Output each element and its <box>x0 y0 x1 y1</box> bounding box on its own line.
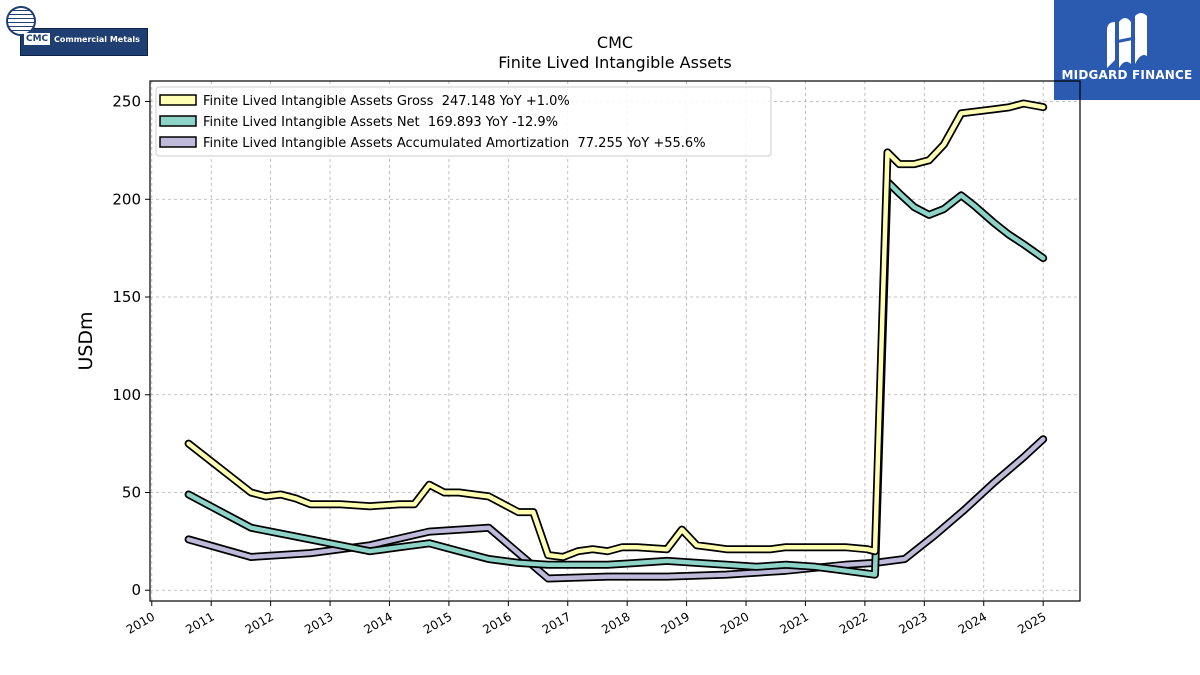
gridlines <box>150 81 1080 601</box>
logo-ticker: CMC <box>24 33 51 45</box>
midgard-mark-icon <box>1107 13 1147 68</box>
legend-swatch-2 <box>159 115 197 127</box>
series-line-1 <box>186 101 1046 560</box>
series-line-2 <box>186 179 1046 577</box>
y-tick-label: 100 <box>112 386 141 404</box>
y-tick-label: 250 <box>112 93 141 111</box>
y-tick-label: 50 <box>122 484 141 502</box>
y-tick-label: 0 <box>131 581 141 599</box>
x-tick-label: 2011 <box>183 609 216 636</box>
y-axis-label: USDm <box>75 311 97 370</box>
globe-icon <box>6 6 36 36</box>
x-tick-label: 2010 <box>124 609 157 636</box>
x-tick-label: 2020 <box>718 609 751 636</box>
brand-name: MIDGARD FINANCE <box>1061 68 1193 82</box>
legend-label-1: Finite Lived Intangible Assets Gross 247… <box>203 94 570 109</box>
y-tick-label: 200 <box>112 190 141 208</box>
legend-swatch-1 <box>159 94 197 106</box>
x-tick-label: 2025 <box>1015 609 1048 636</box>
x-tick-label: 2012 <box>243 609 276 636</box>
chart-subtitle: Finite Lived Intangible Assets <box>498 53 731 72</box>
x-tick-label: 2017 <box>540 609 573 636</box>
series-outline-3 <box>184 435 1048 583</box>
x-tick-label: 2018 <box>599 609 632 636</box>
x-tick-label: 2016 <box>480 609 513 636</box>
series-line-3 <box>186 436 1046 581</box>
x-tick-label: 2022 <box>837 609 870 636</box>
chart-title: CMC <box>597 33 633 52</box>
midgard-finance-logo: MIDGARD FINANCE <box>1054 0 1200 100</box>
legend-label-3: Finite Lived Intangible Assets Accumulat… <box>203 136 706 151</box>
x-tick-label: 2024 <box>956 609 989 636</box>
legend-swatch-3 <box>159 136 197 148</box>
x-tick-label: 2014 <box>362 609 395 636</box>
series-outline-1 <box>184 99 1048 561</box>
x-tick-label: 2021 <box>778 609 811 636</box>
commercial-metals-logo: CMC Commercial Metals <box>6 6 148 56</box>
y-tick-label: 150 <box>112 288 141 306</box>
legend-label-2: Finite Lived Intangible Assets Net 169.8… <box>203 115 558 130</box>
x-tick-label: 2023 <box>896 609 929 636</box>
logo-company-name: Commercial Metals <box>54 35 140 44</box>
series-lines <box>184 99 1048 583</box>
plot-frame <box>149 80 1081 602</box>
legend: Finite Lived Intangible Assets Gross 247… <box>155 86 772 157</box>
legend-box <box>155 86 772 157</box>
x-tick-label: 2019 <box>659 609 692 636</box>
x-tick-label: 2015 <box>421 609 454 636</box>
x-tick-label: 2013 <box>302 609 335 636</box>
series-outline-2 <box>184 177 1048 579</box>
